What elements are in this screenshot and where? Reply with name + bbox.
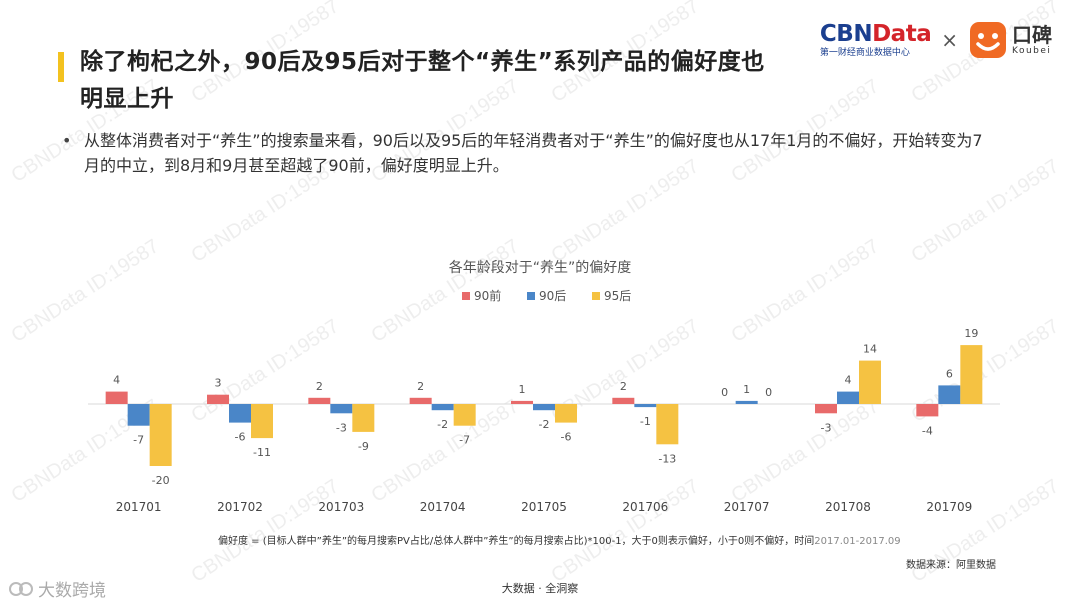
data-label: 4: [845, 374, 852, 387]
koubei-logo: 口碑 Koubei: [1012, 24, 1052, 56]
bar: [431, 404, 454, 411]
bar: [330, 404, 353, 414]
x-tick-label: 201705: [521, 500, 567, 514]
bar: [837, 391, 859, 404]
bar: [859, 360, 881, 404]
data-label: -7: [133, 434, 144, 447]
data-source: 数据来源：阿里数据: [906, 560, 996, 571]
data-label: 1: [743, 383, 750, 396]
x-tick-label: 201701: [116, 500, 162, 514]
bullet-dot: •: [62, 131, 72, 150]
cross-border-logo-icon: [9, 581, 33, 596]
x-tick-label: 201702: [217, 500, 263, 514]
data-label: 2: [620, 380, 627, 393]
data-label: -2: [539, 418, 550, 431]
data-label: -6: [235, 431, 246, 444]
data-label: 19: [964, 327, 978, 340]
cbn-logo-text: CBN: [819, 21, 873, 47]
data-label: -3: [821, 421, 832, 434]
data-label: -4: [922, 424, 933, 437]
times-sign: ×: [941, 28, 958, 52]
legend-label: 95后: [604, 289, 631, 303]
data-label: 0: [721, 386, 728, 399]
x-tick-label: 201708: [825, 500, 871, 514]
footnote-definition: 偏好度 = (目标人群中”养生”的每月搜索PV占比/总体人群中”养生”的每月搜索…: [218, 536, 815, 547]
bar: [127, 404, 150, 426]
bar: [453, 404, 476, 426]
bar: [229, 404, 251, 423]
koubei-smile-icon: [970, 22, 1006, 58]
data-label: -7: [459, 434, 470, 447]
bar: [207, 394, 229, 404]
data-label: 2: [316, 380, 323, 393]
body-paragraph: 从整体消费者对于“养生”的搜索量来看，90后以及95后的年轻消费者对于“养生”的…: [84, 131, 983, 175]
bar: [555, 404, 577, 423]
legend-swatch: [527, 292, 535, 300]
legend-label: 90后: [539, 289, 566, 303]
bar: [511, 400, 533, 404]
cbn-logo-data: Data: [872, 21, 932, 47]
chart-title: 各年龄段对于“养生”的偏好度: [449, 260, 632, 276]
data-label: 0: [765, 386, 772, 399]
bar: [251, 404, 273, 439]
legend-swatch: [462, 292, 470, 300]
data-label: -9: [358, 440, 369, 453]
bar: [612, 397, 635, 404]
data-label: -13: [658, 452, 676, 465]
bar: [735, 400, 758, 404]
bar: [149, 404, 172, 466]
footnote: 偏好度 = (目标人群中”养生”的每月搜索PV占比/总体人群中”养生”的每月搜索…: [218, 532, 901, 547]
bar: [938, 385, 961, 404]
footer-slogan: 大数据 · 全洞察: [501, 582, 579, 595]
data-label: -3: [336, 421, 347, 434]
x-tick-label: 201704: [420, 500, 466, 514]
data-label: 2: [417, 380, 424, 393]
bar: [960, 345, 983, 404]
bar: [308, 397, 331, 404]
koubei-logo-en: Koubei: [1012, 46, 1052, 56]
data-label: -20: [152, 474, 170, 487]
data-label: 4: [113, 374, 120, 387]
x-tick-label: 201707: [724, 500, 770, 514]
bar: [533, 404, 555, 411]
x-tick-label: 201706: [622, 500, 668, 514]
footer-logo-text: 大数跨境: [38, 581, 106, 601]
data-label: 1: [519, 383, 526, 396]
bar: [105, 391, 128, 404]
cbndata-logo: CBNData 第一财经商业数据中心: [819, 21, 932, 59]
data-label: 6: [946, 367, 953, 380]
footer-watermark-logo: 大数跨境: [8, 576, 106, 601]
bar: [352, 404, 375, 432]
x-tick-label: 201709: [926, 500, 972, 514]
data-label: -11: [253, 446, 271, 459]
koubei-logo-cn: 口碑: [1012, 23, 1052, 47]
bar: [409, 397, 432, 404]
page-title: 除了枸杞之外，90后及95后对于整个“养生”系列产品的偏好度也明显上升: [80, 49, 765, 112]
legend-label: 90前: [474, 288, 501, 303]
data-label: 14: [863, 343, 877, 356]
bar: [634, 404, 657, 408]
bar: [656, 404, 679, 445]
title-accent-bar: [58, 52, 64, 82]
data-label: 3: [215, 377, 222, 390]
data-label: -1: [640, 415, 651, 428]
footnote-date-range: 2017.01-2017.09: [814, 536, 901, 547]
bar: [916, 404, 939, 417]
cbn-logo-subtitle: 第一财经商业数据中心: [819, 48, 910, 58]
legend-swatch: [592, 292, 600, 300]
brand-logos: CBNData 第一财经商业数据中心 × 口碑 Koubei: [820, 20, 1052, 60]
bar: [815, 404, 837, 414]
data-label: -2: [437, 418, 448, 431]
data-label: -6: [561, 431, 572, 444]
x-tick-label: 201703: [318, 500, 364, 514]
